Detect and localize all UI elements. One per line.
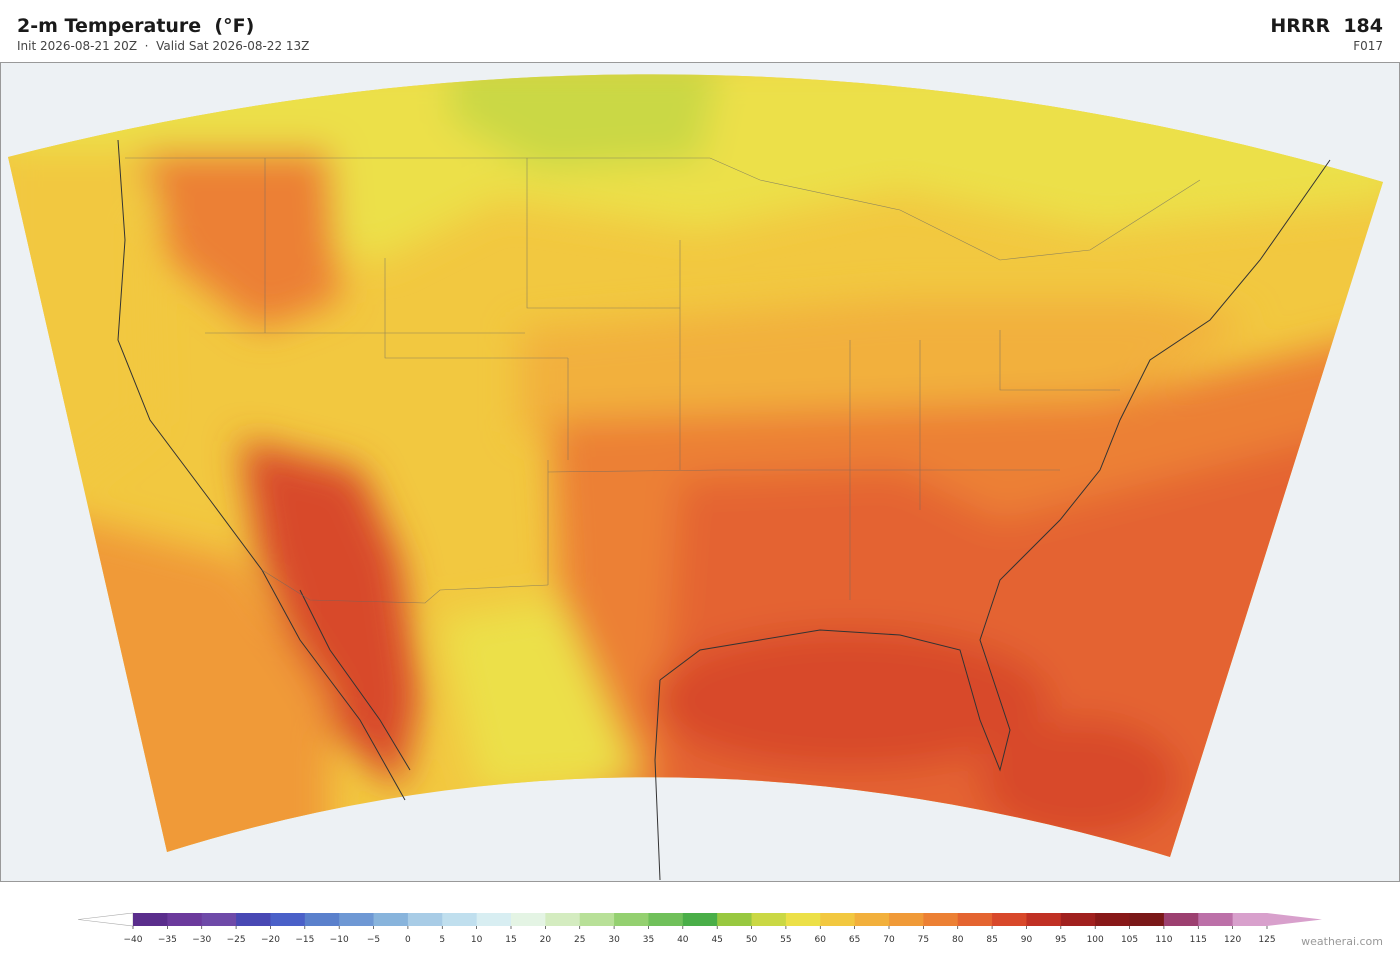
colorbar-segment <box>889 913 924 926</box>
colorbar-segment <box>1060 913 1096 926</box>
colorbar-segment <box>820 913 856 926</box>
colorbar-segment <box>236 913 271 926</box>
colorbar-tick-label: 90 <box>1021 935 1033 945</box>
colorbar-tick-label: −40 <box>124 935 143 945</box>
colorbar-tick-label: −5 <box>367 935 380 945</box>
colorbar-segment <box>167 913 203 926</box>
colorbar-under <box>77 912 134 927</box>
colorbar-segment <box>682 913 718 926</box>
colorbar-segment <box>992 913 1027 926</box>
credit: weatherai.com <box>1301 935 1383 948</box>
colorbar-segment <box>304 913 340 926</box>
colorbar-segment <box>407 913 443 926</box>
colorbar-segment <box>1026 913 1062 926</box>
colorbar-tick-label: −35 <box>158 935 177 945</box>
colorbar-segment <box>545 913 581 926</box>
colorbar-tick-label: 100 <box>1087 935 1104 945</box>
colorbar-tick-label: 110 <box>1155 935 1172 945</box>
colorbar-tick-label: 75 <box>918 935 929 945</box>
colorbar-tick-label: 60 <box>815 935 827 945</box>
colorbar-segment <box>648 913 684 926</box>
colorbar-segment <box>133 913 168 926</box>
colorbar-tick-label: 125 <box>1258 935 1275 945</box>
colorbar-segment <box>579 913 615 926</box>
colorbar-segment <box>201 913 237 926</box>
subtitle: Init 2026-08-21 20Z · Valid Sat 2026-08-… <box>17 39 310 53</box>
title: 2-m Temperature (°F) <box>17 15 255 37</box>
colorbar-tick-label: 20 <box>540 935 552 945</box>
colorbar-tick-label: 85 <box>986 935 997 945</box>
colorbar-segment <box>957 913 993 926</box>
colorbar-tick-label: 120 <box>1224 935 1241 945</box>
colorbar-tick-label: 5 <box>439 935 445 945</box>
colorbar-segment <box>1129 913 1165 926</box>
temperature-field <box>8 74 1383 858</box>
colorbar: −40 −35 −30 −25 −20 −15 −10 −5 0 5 10 15 20 25 30 35 40 4… <box>77 912 1322 945</box>
colorbar-segment <box>511 913 546 926</box>
model-label: HRRR 184 <box>1270 15 1383 37</box>
colorbar-over <box>1267 913 1322 926</box>
colorbar-tick-label: 65 <box>849 935 860 945</box>
borders <box>125 157 1201 604</box>
colorbar-tick-label: 55 <box>780 935 791 945</box>
colorbar-tick-label: −20 <box>261 935 280 945</box>
colorbar-tick-label: 50 <box>746 935 758 945</box>
colorbar-tick-label: 70 <box>883 935 895 945</box>
colorbar-tick-label: 80 <box>952 935 964 945</box>
colorbar-segment <box>1095 913 1131 926</box>
colorbar-tick-label: 0 <box>405 935 411 945</box>
colorbar-segment <box>339 913 375 926</box>
colorbar-tick-label: 30 <box>608 935 620 945</box>
colorbar-tick-label: 15 <box>505 935 516 945</box>
colorbar-segment <box>1232 913 1268 926</box>
colorbar-tick-label: −25 <box>227 935 246 945</box>
colorbar-tick-label: 25 <box>574 935 585 945</box>
colorbar-segment <box>854 913 890 926</box>
colorbar-segment <box>1198 913 1234 926</box>
colorbar-segment <box>442 913 478 926</box>
colorbar-segment <box>270 913 306 926</box>
colorbar-tick-label: 45 <box>711 935 722 945</box>
colorbar-segment <box>614 913 649 926</box>
colorbar-tick-label: 115 <box>1190 935 1207 945</box>
colorbar-segment <box>923 913 959 926</box>
colorbar-tick-label: 95 <box>1055 935 1066 945</box>
forecast-hour: F017 <box>1353 39 1383 53</box>
colorbar-tick-label: −30 <box>192 935 211 945</box>
colorbar-tick-label: −15 <box>295 935 314 945</box>
colorbar-segment <box>1163 913 1199 926</box>
colorbar-segment <box>751 913 787 926</box>
colorbar-segment <box>476 913 512 926</box>
colorbar-tick-label: 35 <box>643 935 654 945</box>
coastlines <box>117 139 1331 881</box>
colorbar-segment <box>717 913 753 926</box>
colorbar-tick-label: 105 <box>1121 935 1138 945</box>
colorbar-segment <box>373 913 409 926</box>
colorbar-tick-label: −10 <box>330 935 349 945</box>
colorbar-segment <box>785 913 821 926</box>
colorbar-tick-label: 40 <box>677 935 689 945</box>
colorbar-tick-label: 10 <box>471 935 483 945</box>
